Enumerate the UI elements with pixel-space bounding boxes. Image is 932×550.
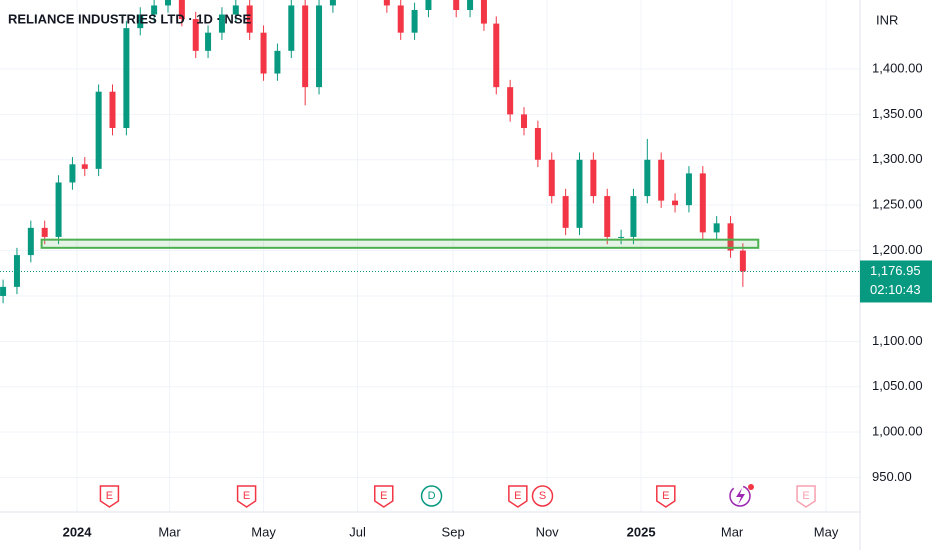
candle-body [232, 5, 239, 15]
x-tick-label: 2025 [627, 524, 656, 539]
event-label: E [802, 490, 809, 502]
event-label: E [106, 490, 113, 502]
candle-body [383, 0, 390, 6]
candle-body [397, 5, 404, 33]
candle-body [493, 23, 500, 88]
event-badge [420, 485, 443, 507]
candle-body [521, 114, 528, 128]
y-tick-label: 950.00 [872, 469, 912, 484]
grid [0, 0, 860, 512]
candle-body [218, 14, 225, 33]
candle-body [727, 223, 734, 251]
candle-body [713, 223, 720, 233]
candle-body [192, 19, 199, 51]
candle-body [562, 196, 569, 228]
candle-body [260, 32, 267, 74]
support-zone [40, 238, 760, 249]
event-label: E [662, 490, 669, 502]
candle-body [644, 159, 651, 197]
candle-body [151, 5, 158, 15]
y-tick-label: 1,300.00 [872, 151, 923, 166]
y-tick-label: 1,100.00 [872, 333, 923, 348]
last-price-label: 1,176.95 [870, 263, 921, 278]
candle-body [246, 5, 253, 33]
candle-body [739, 250, 746, 272]
event-label: E [243, 490, 250, 502]
candle-body [205, 32, 212, 51]
candle-body [164, 0, 171, 6]
candle-body [411, 9, 418, 33]
candle-body [109, 91, 116, 128]
x-tick-label: May [251, 524, 276, 539]
event-badge [796, 485, 816, 508]
axes: 950.001,000.001,050.001,100.001,150.001,… [63, 60, 932, 539]
event-badge [236, 485, 257, 508]
candles [0, 0, 860, 304]
candle-body [137, 14, 144, 29]
chart-title: RELIANCE INDUSTRIES LTD · 1D · NSE [8, 11, 251, 26]
candle-body [13, 255, 20, 287]
event-badge [508, 485, 528, 508]
candle-body [699, 173, 706, 233]
candle-body [178, 0, 185, 20]
candle-body [41, 227, 48, 237]
event-label: E [380, 490, 387, 502]
event-label: S [539, 490, 546, 502]
event-label: D [428, 490, 436, 502]
event-label: E [514, 490, 521, 502]
event-badge [99, 485, 120, 508]
event-badge [531, 485, 554, 507]
y-tick-label: 1,200.00 [872, 242, 923, 257]
event-badge [374, 485, 394, 508]
candle-body [548, 159, 555, 197]
currency: INR [876, 12, 898, 27]
candle-body [453, 0, 460, 10]
candle-body [658, 159, 665, 201]
candle-body [425, 0, 432, 10]
candle-body [69, 164, 76, 183]
candle-body [95, 91, 102, 169]
last-price-tag [860, 260, 932, 303]
x-tick-label: Sep [442, 524, 465, 539]
y-tick-label: 1,000.00 [872, 424, 923, 439]
event-badge [656, 485, 676, 508]
candle-body [55, 182, 62, 237]
candle-body [288, 5, 295, 51]
x-tick-label: Mar [158, 524, 181, 539]
candle-body [123, 28, 130, 128]
candle-body [329, 0, 336, 6]
candle-body [576, 159, 583, 228]
candle-body [630, 196, 637, 237]
countdown: 02:10:43 [870, 282, 921, 297]
y-tick-label: 1,050.00 [872, 378, 923, 393]
candle-body [274, 50, 281, 74]
candle-body [302, 5, 309, 88]
candle-body [316, 5, 323, 88]
y-tick-label: 1,250.00 [872, 197, 923, 212]
x-tick-label: May [814, 524, 839, 539]
candle-body [590, 159, 597, 197]
candle-body [534, 128, 541, 160]
candle-body [27, 227, 34, 256]
x-tick-label: Jul [349, 524, 366, 539]
lightning-event [729, 484, 754, 507]
x-tick-label: 2024 [63, 524, 93, 539]
candle-body [0, 286, 7, 296]
candle-body [672, 200, 679, 206]
candle-body [507, 87, 514, 115]
candle-body [480, 0, 487, 24]
x-tick-label: Nov [536, 524, 560, 539]
y-tick-label: 1,400.00 [872, 60, 923, 75]
candle-body [604, 196, 611, 237]
candle-body [685, 173, 692, 206]
x-tick-label: Mar [721, 524, 744, 539]
candle-body [81, 164, 88, 169]
candle-body [467, 0, 474, 10]
candle-body [618, 236, 625, 238]
y-tick-label: 1,350.00 [872, 106, 923, 121]
